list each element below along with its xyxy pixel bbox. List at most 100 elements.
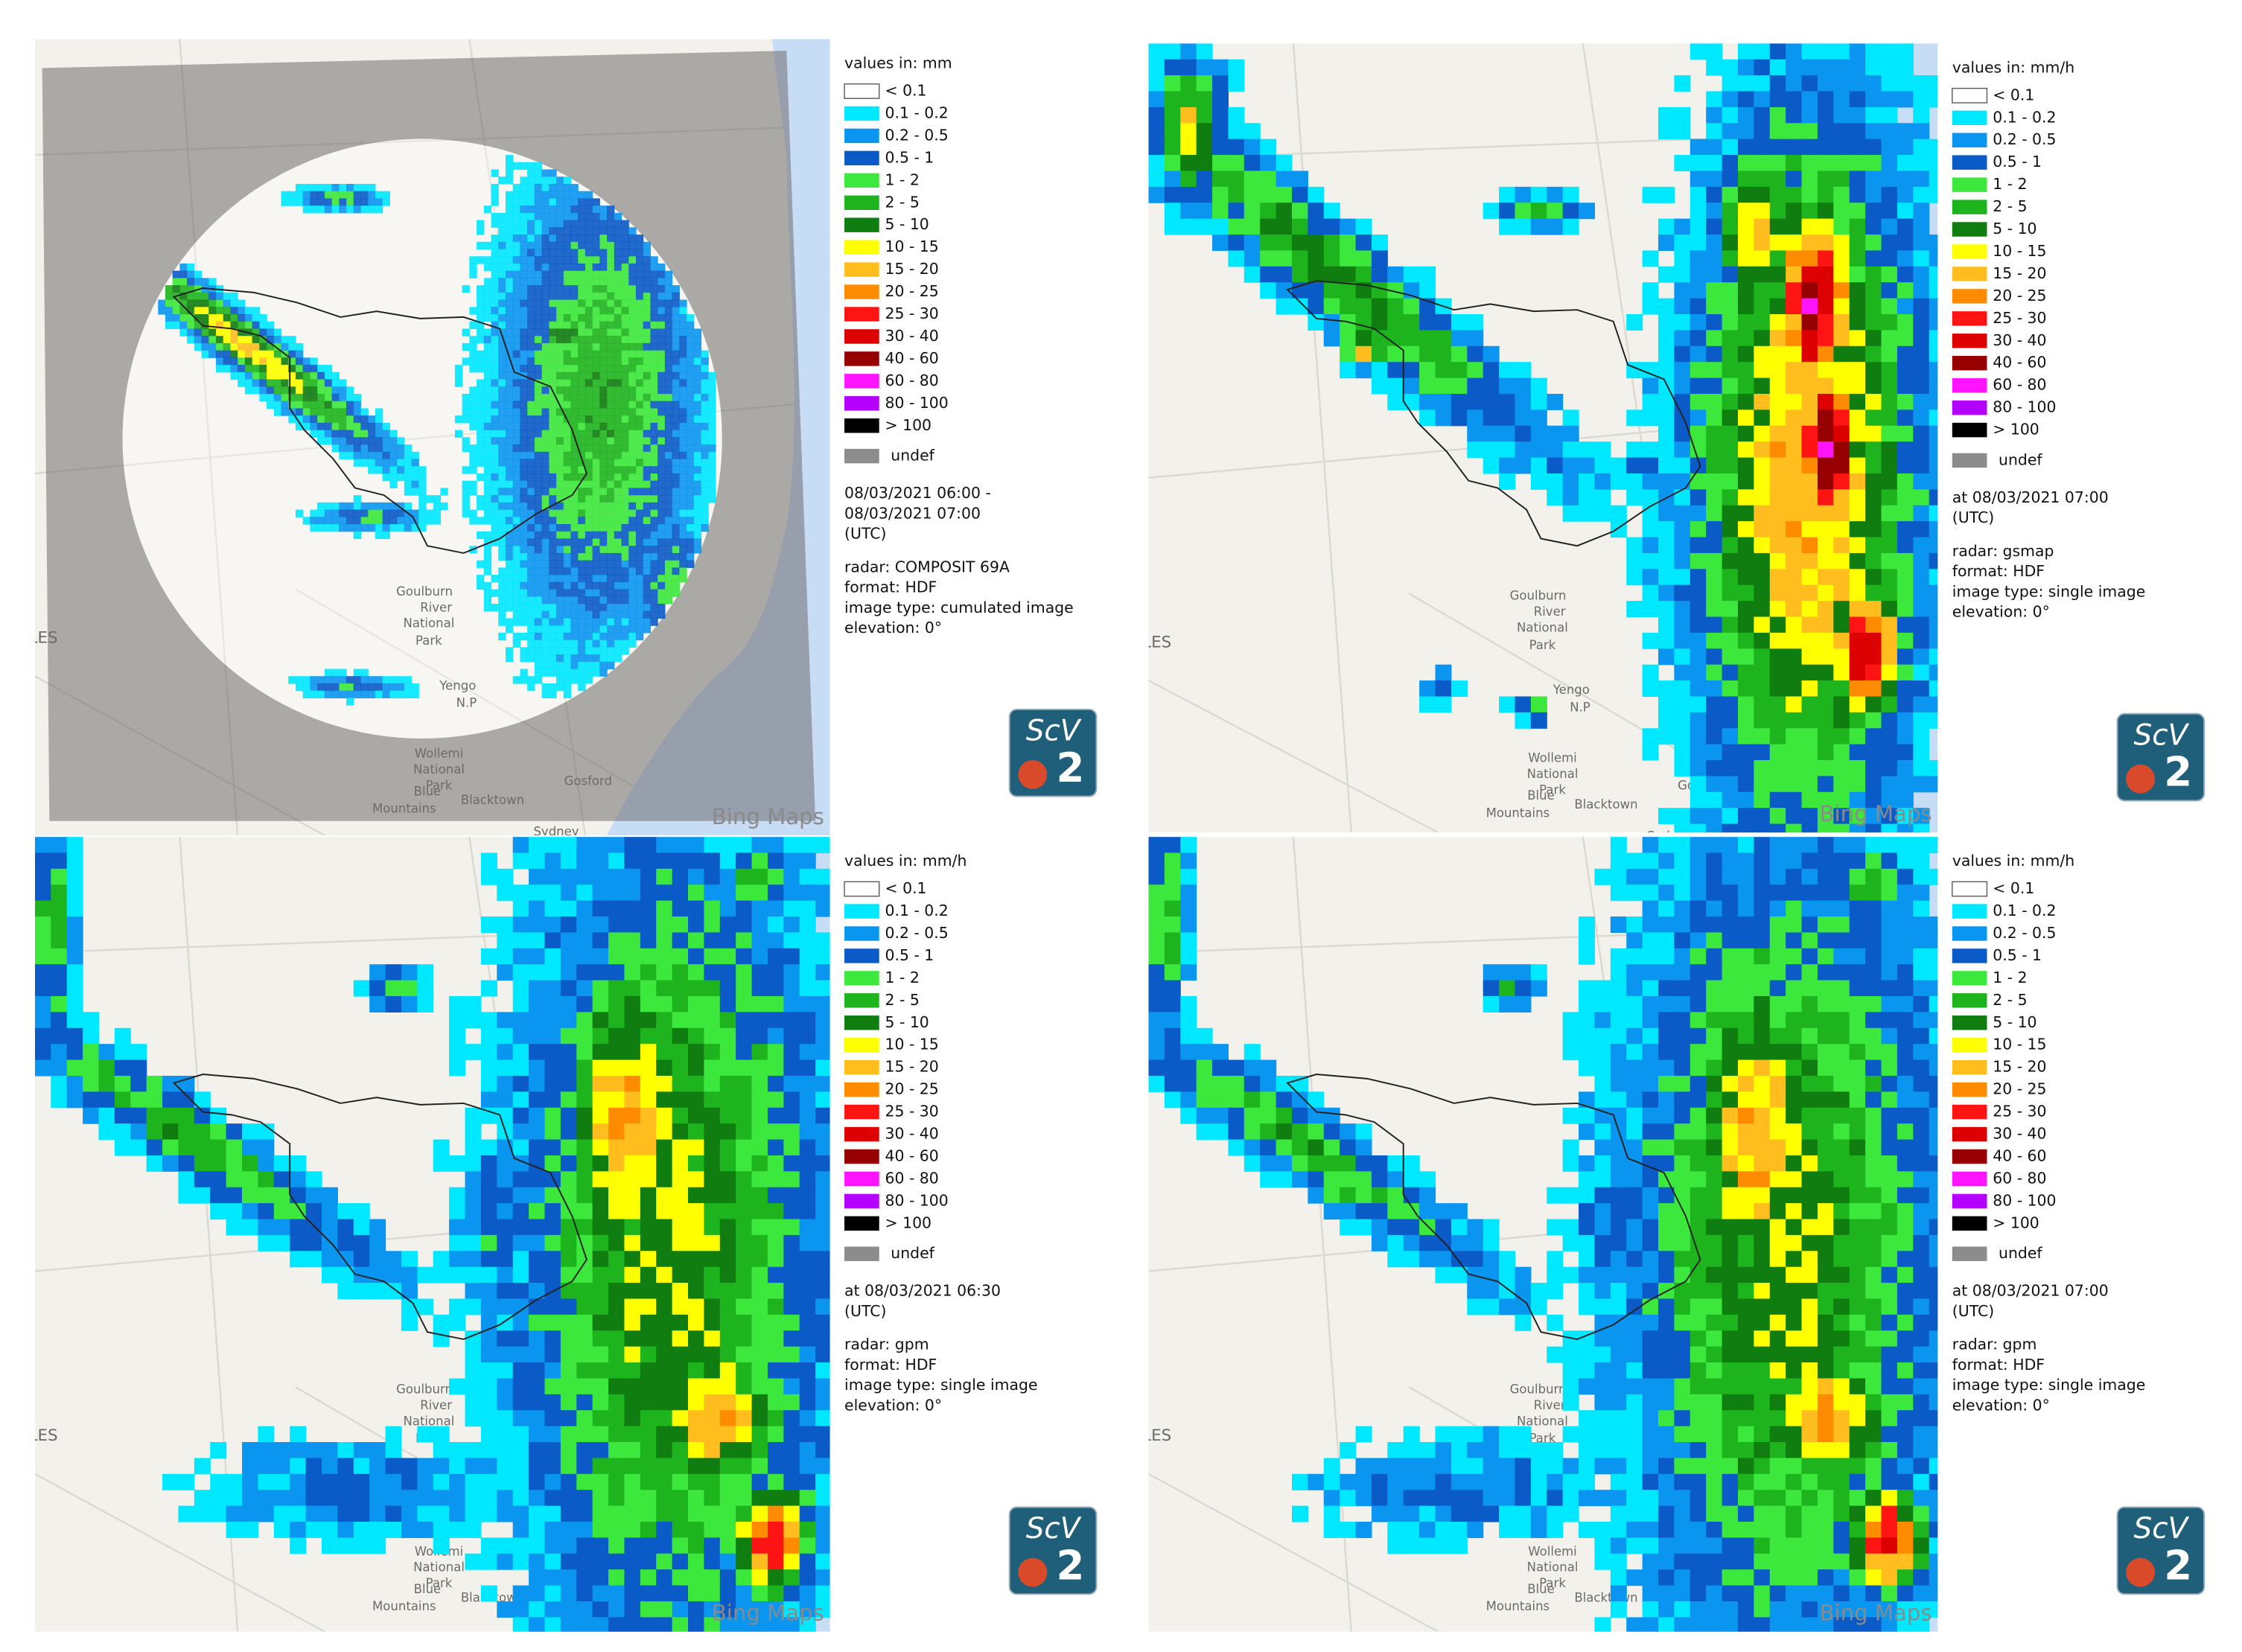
rain-cell	[512, 1458, 529, 1475]
rain-cell	[252, 321, 260, 330]
rain-cell	[687, 473, 695, 482]
rain-cell	[556, 198, 564, 206]
rain-cell	[643, 575, 652, 583]
rain-cell	[570, 220, 579, 228]
rain-cell	[1769, 75, 1786, 92]
rain-cell	[556, 531, 564, 540]
rain-cell	[783, 837, 800, 854]
rain-cell	[767, 1473, 784, 1490]
rain-cell	[146, 1155, 163, 1172]
rain-cell	[1849, 250, 1866, 267]
rain-cell	[146, 1091, 163, 1109]
legend-swatch	[844, 106, 879, 121]
rain-cell	[1817, 393, 1834, 410]
rain-cell	[1833, 362, 1850, 379]
rain-cell	[736, 1027, 753, 1045]
rain-cell	[1690, 377, 1707, 395]
rain-cell	[404, 480, 413, 488]
rain-cell	[1722, 823, 1739, 833]
rain-cell	[1642, 441, 1659, 459]
rain-cell	[527, 263, 535, 272]
rain-cell	[1674, 537, 1691, 554]
rain-cell	[607, 292, 615, 301]
rain-cell	[527, 285, 535, 293]
rain-cell	[719, 1314, 736, 1331]
rain-cell	[576, 1266, 593, 1283]
rain-cell	[51, 916, 68, 934]
rain-cell	[66, 948, 83, 965]
rain-cell	[1897, 393, 1914, 410]
rain-cell	[1897, 314, 1914, 331]
rain-cell	[783, 1107, 800, 1124]
rain-cell	[592, 444, 600, 453]
rain-cell	[736, 1139, 753, 1156]
rain-cell	[258, 1171, 275, 1188]
rain-cell	[1706, 648, 1723, 666]
rain-cell	[599, 517, 608, 525]
rain-cell	[1865, 345, 1882, 363]
rain-cell	[491, 415, 499, 424]
rain-cell	[520, 581, 528, 590]
rain-cell	[1403, 266, 1420, 283]
rain-cell	[599, 466, 608, 474]
rain-cell	[1547, 186, 1564, 203]
rain-cell	[621, 466, 629, 474]
rain-cell	[607, 552, 615, 561]
rain-cell	[672, 314, 680, 322]
rain-cell	[693, 444, 702, 453]
rain-cell	[529, 1059, 546, 1077]
rain-cell	[534, 625, 543, 634]
rain-cell	[1929, 330, 1938, 347]
rain-cell	[401, 1458, 418, 1475]
rain-cell	[1801, 489, 1818, 506]
rain-cell	[1340, 282, 1357, 299]
rain-cell	[512, 220, 520, 228]
rain-cell	[592, 430, 600, 438]
radar-info: format: HDF	[844, 578, 937, 596]
legend-label: undef	[891, 447, 934, 465]
rain-cell	[608, 868, 625, 885]
rain-cell	[621, 263, 629, 272]
legend-label: 5 - 10	[885, 215, 929, 233]
rain-cell	[815, 1139, 830, 1156]
rain-cell	[1849, 569, 1866, 586]
rain-cell	[1817, 601, 1834, 618]
rain-cell	[541, 640, 550, 648]
rain-cell	[491, 299, 499, 307]
rain-cell	[650, 285, 658, 293]
rain-cell	[360, 669, 369, 677]
rain-cell	[640, 1251, 657, 1268]
rain-cell	[1228, 235, 1245, 252]
rain-cell	[1690, 552, 1707, 570]
rain-cell	[360, 524, 369, 532]
rain-cell	[324, 183, 333, 192]
rain-cell	[672, 868, 689, 885]
rain-cell	[1865, 298, 1882, 315]
rain-cell	[1865, 362, 1882, 379]
rain-cell	[664, 292, 673, 301]
rain-cell	[1579, 457, 1596, 474]
rain-cell	[576, 1044, 593, 1061]
rain-cell	[815, 1458, 830, 1475]
rain-cell	[570, 596, 579, 605]
rain-cell	[607, 524, 615, 532]
rain-cell	[688, 868, 704, 885]
rain-cell	[640, 948, 657, 965]
rain-cell	[1801, 235, 1818, 252]
rain-cell	[1754, 362, 1771, 379]
rain-cell	[1499, 473, 1516, 490]
rain-cell	[585, 466, 593, 474]
rain-cell	[310, 371, 318, 380]
rain-cell	[693, 509, 702, 517]
rain-cell	[433, 502, 442, 511]
rain-cell	[194, 328, 203, 337]
rain-cell	[556, 625, 564, 634]
rain-cell	[1387, 266, 1404, 283]
rain-cell	[238, 357, 246, 366]
rain-cell	[529, 1107, 546, 1124]
rain-cell	[767, 964, 784, 981]
rain-cell	[643, 285, 652, 293]
map-label: N.P	[1570, 701, 1590, 715]
rain-cell	[369, 1490, 386, 1507]
rain-cell	[512, 357, 520, 366]
